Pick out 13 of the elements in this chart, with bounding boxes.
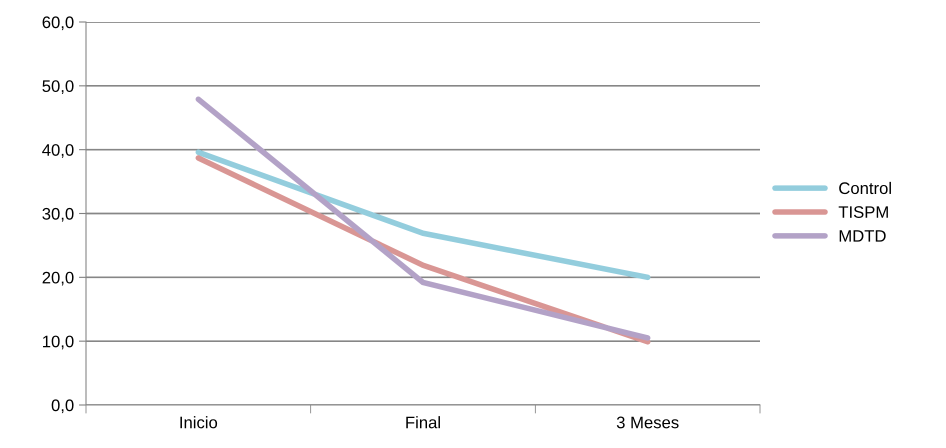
x-tick-label: Final	[406, 416, 440, 428]
legend-label: TISPM	[838, 206, 888, 218]
legend-label: MDTD	[840, 230, 886, 242]
y-tick-label: 30,0	[42, 208, 74, 222]
y-tick-label: 60,0	[42, 16, 74, 30]
y-tick-label: 20,0	[42, 272, 74, 286]
x-tick-label: 3 Meses	[616, 416, 679, 428]
y-tick-label: 50,0	[42, 80, 74, 94]
x-tick-label: Inicio	[180, 416, 218, 428]
legend-label: Control	[839, 182, 891, 194]
y-tick-label: 40,0	[42, 144, 74, 158]
y-tick-label: 10,0	[43, 336, 74, 350]
y-tick-label: 0,0	[52, 399, 74, 414]
